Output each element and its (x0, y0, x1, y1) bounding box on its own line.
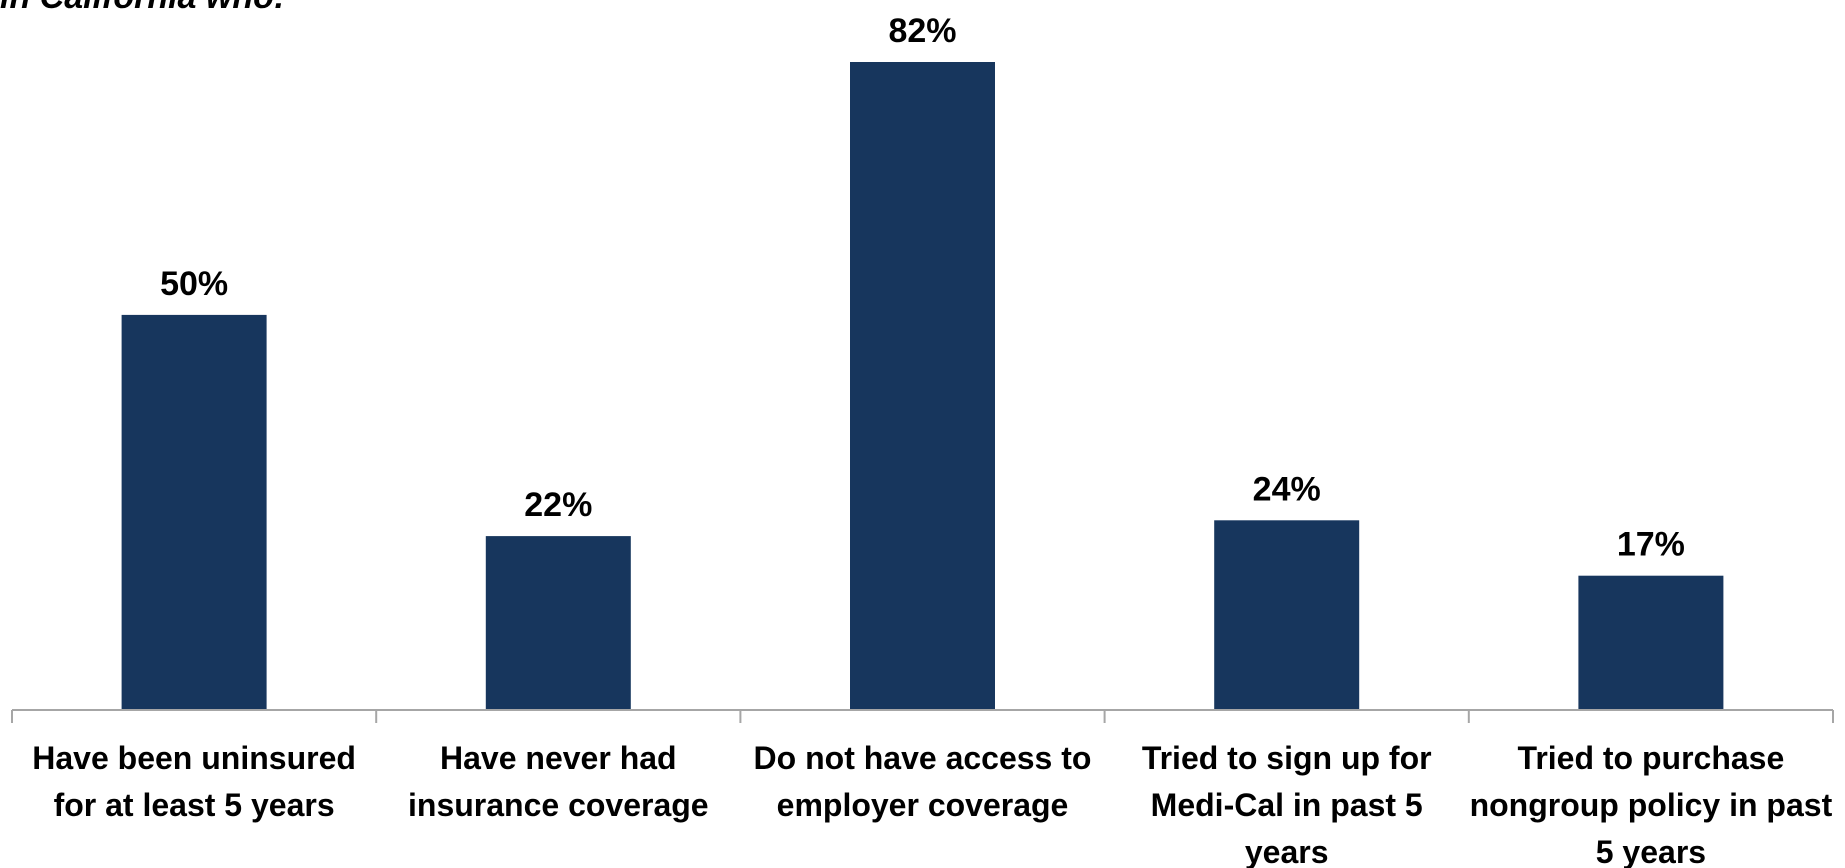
data-labels-group: 50% 22% 82% 24% 17% (160, 12, 1685, 564)
category-label-2-line-2: insurance coverage (408, 787, 709, 823)
category-label-1-line-1: Have been uninsured (32, 740, 356, 776)
bar-5 (1578, 575, 1724, 710)
category-labels-group: Have been uninsured for at least 5 years H… (32, 740, 1832, 868)
category-label-5-line-1: Tried to purchase (1518, 740, 1785, 776)
bar-4 (1214, 520, 1360, 710)
data-label-5: 17% (1617, 526, 1685, 564)
x-axis (11, 709, 1834, 723)
data-label-4: 24% (1253, 470, 1321, 508)
category-label-5-line-3: 5 years (1596, 834, 1706, 868)
data-label-1: 50% (160, 265, 228, 303)
data-label-2: 22% (524, 486, 592, 524)
category-label-3-line-2: employer coverage (777, 787, 1069, 823)
category-label-2-line-1: Have never had (440, 740, 677, 776)
chart-title: in California who: (0, 0, 285, 17)
bars-group (121, 62, 1724, 710)
bar-1 (121, 314, 267, 710)
category-label-4-line-1: Tried to sign up for (1142, 740, 1432, 776)
category-label-4-line-2: Medi-Cal in past 5 (1151, 787, 1423, 823)
category-label-3-line-1: Do not have access to (754, 740, 1092, 776)
category-label-4-line-3: years (1245, 834, 1329, 868)
bar-2 (485, 536, 631, 710)
bar-3 (850, 62, 995, 710)
category-label-1-line-2: for at least 5 years (54, 787, 335, 823)
data-label-3: 82% (888, 12, 956, 50)
category-label-5-line-2: nongroup policy in past (1470, 787, 1833, 823)
